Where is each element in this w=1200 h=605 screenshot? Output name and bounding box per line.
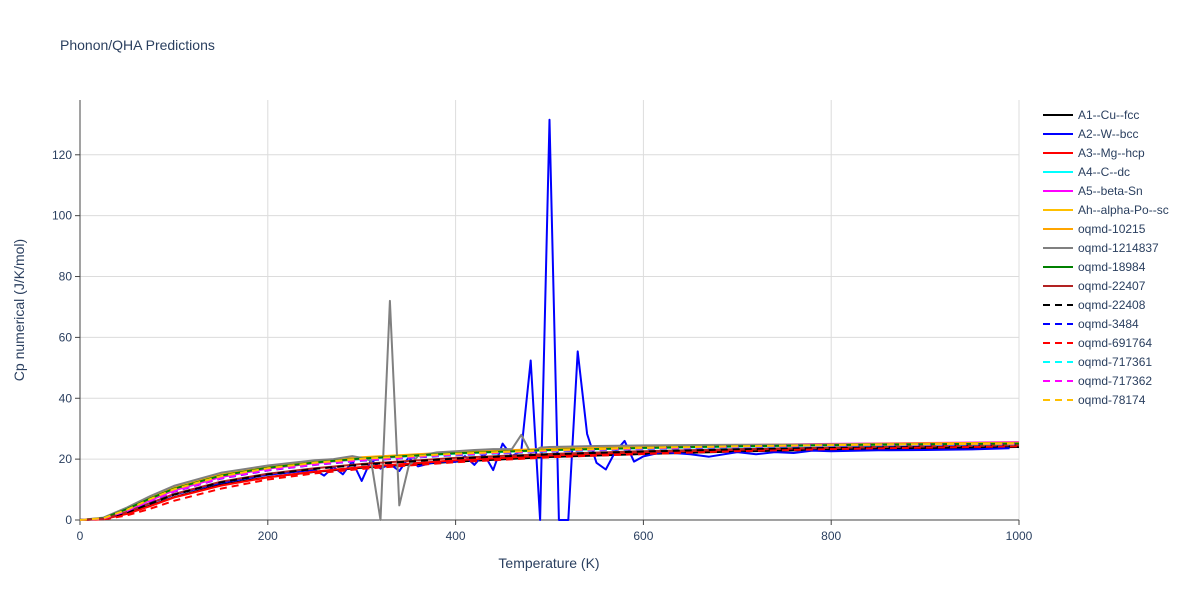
legend-label: Ah--alpha-Po--sc: [1078, 203, 1169, 217]
y-tick-label: 20: [59, 452, 73, 466]
legend-item[interactable]: oqmd-717362: [1043, 374, 1152, 388]
legend[interactable]: A1--Cu--fcc A2--W--bcc A3--Mg--hcp A4--C--d…: [1043, 108, 1169, 407]
legend-item[interactable]: oqmd-3484: [1043, 317, 1139, 331]
legend-item[interactable]: oqmd-1214837: [1043, 241, 1159, 255]
legend-label: A3--Mg--hcp: [1078, 146, 1145, 160]
y-axis-title: Cp numerical (J/K/mol): [11, 239, 27, 381]
legend-label: oqmd-18984: [1078, 260, 1146, 274]
legend-item[interactable]: oqmd-691764: [1043, 336, 1152, 350]
legend-label: A2--W--bcc: [1078, 127, 1138, 141]
legend-label: oqmd-691764: [1078, 336, 1152, 350]
legend-item[interactable]: oqmd-22408: [1043, 298, 1146, 312]
legend-item[interactable]: oqmd-22407: [1043, 279, 1146, 293]
x-axis-title: Temperature (K): [498, 555, 599, 571]
x-tick-label: 1000: [1006, 529, 1033, 543]
legend-label: oqmd-717361: [1078, 355, 1152, 369]
legend-item[interactable]: oqmd-78174: [1043, 393, 1146, 407]
legend-label: oqmd-78174: [1078, 393, 1146, 407]
series-layer: [79, 118, 1020, 521]
grid-layer: [80, 100, 1020, 520]
x-tick-label: 800: [821, 529, 841, 543]
legend-item[interactable]: oqmd-18984: [1043, 260, 1146, 274]
series-line-oqmd-22408: [79, 444, 1020, 521]
legend-item[interactable]: A4--C--dc: [1043, 165, 1130, 179]
legend-item[interactable]: oqmd-10215: [1043, 222, 1146, 236]
legend-label: oqmd-3484: [1078, 317, 1139, 331]
legend-label: oqmd-22407: [1078, 279, 1146, 293]
legend-label: oqmd-22408: [1078, 298, 1146, 312]
legend-label: oqmd-717362: [1078, 374, 1152, 388]
x-tick-label: 0: [77, 529, 84, 543]
y-tick-label: 100: [52, 209, 72, 223]
y-tick-label: 40: [59, 391, 73, 405]
series-line-oqmd-691764: [79, 445, 1020, 521]
legend-item[interactable]: A3--Mg--hcp: [1043, 146, 1145, 160]
y-tick-label: 80: [59, 270, 73, 284]
y-tick-label: 0: [65, 513, 72, 527]
legend-label: oqmd-10215: [1078, 222, 1146, 236]
axes-layer: 0 200 400 600 800 1000 0 20 40 60 80 100 120: [52, 100, 1033, 543]
legend-item[interactable]: oqmd-717361: [1043, 355, 1152, 369]
chart-title: Phonon/QHA Predictions: [60, 37, 215, 53]
series-line-oqmd-78174: [79, 442, 1020, 521]
legend-item[interactable]: A1--Cu--fcc: [1043, 108, 1139, 122]
legend-label: A1--Cu--fcc: [1078, 108, 1139, 122]
legend-label: A5--beta-Sn: [1078, 184, 1143, 198]
x-tick-label: 400: [446, 529, 466, 543]
legend-item[interactable]: Ah--alpha-Po--sc: [1043, 203, 1169, 217]
x-tick-label: 200: [258, 529, 278, 543]
legend-item[interactable]: A5--beta-Sn: [1043, 184, 1143, 198]
legend-label: A4--C--dc: [1078, 165, 1130, 179]
legend-label: oqmd-1214837: [1078, 241, 1159, 255]
legend-item[interactable]: A2--W--bcc: [1043, 127, 1138, 141]
x-tick-label: 600: [633, 529, 653, 543]
y-tick-label: 60: [59, 330, 73, 344]
y-tick-label: 120: [52, 148, 72, 162]
